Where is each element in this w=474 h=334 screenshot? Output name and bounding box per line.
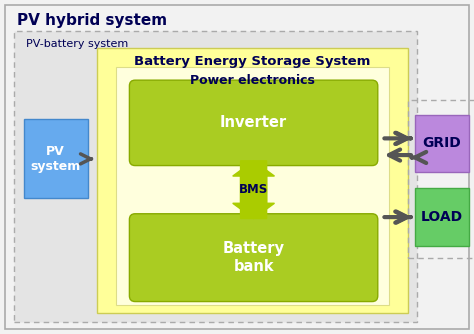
FancyArrow shape bbox=[233, 161, 274, 218]
Text: Inverter: Inverter bbox=[220, 115, 287, 130]
Text: LOAD: LOAD bbox=[421, 210, 463, 224]
FancyBboxPatch shape bbox=[97, 48, 408, 313]
Text: PV-battery system: PV-battery system bbox=[26, 39, 128, 49]
FancyBboxPatch shape bbox=[129, 214, 378, 302]
Text: BMS: BMS bbox=[239, 183, 268, 196]
FancyBboxPatch shape bbox=[14, 31, 417, 322]
Text: PV hybrid system: PV hybrid system bbox=[17, 13, 167, 28]
FancyBboxPatch shape bbox=[5, 5, 469, 329]
Text: Battery
bank: Battery bank bbox=[223, 241, 284, 274]
FancyBboxPatch shape bbox=[415, 115, 469, 172]
FancyBboxPatch shape bbox=[116, 67, 389, 305]
FancyBboxPatch shape bbox=[24, 119, 88, 198]
Text: GRID: GRID bbox=[423, 136, 461, 150]
FancyArrow shape bbox=[233, 161, 274, 218]
FancyBboxPatch shape bbox=[129, 80, 378, 166]
Text: Battery Energy Storage System: Battery Energy Storage System bbox=[135, 55, 371, 68]
FancyBboxPatch shape bbox=[415, 188, 469, 246]
Text: PV
system: PV system bbox=[30, 145, 81, 173]
Text: Power electronics: Power electronics bbox=[190, 74, 315, 87]
